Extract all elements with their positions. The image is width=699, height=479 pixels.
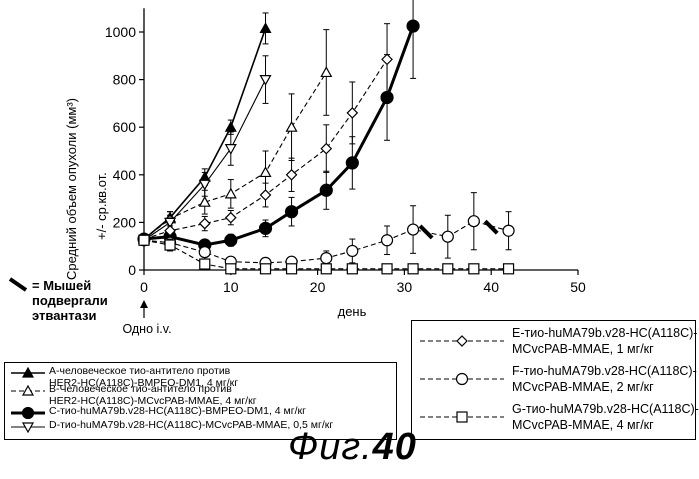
data-point bbox=[226, 145, 236, 154]
legend-right: Е-тио-huMA79b.v28-HC(A118C)-MCvcPAB-MMAE… bbox=[411, 320, 696, 440]
data-point bbox=[504, 264, 514, 274]
data-point bbox=[287, 122, 297, 131]
data-point bbox=[261, 167, 271, 176]
dose-arrow-icon bbox=[140, 300, 148, 318]
euthanasia-mark bbox=[485, 221, 497, 233]
series-b bbox=[139, 30, 331, 244]
data-point bbox=[226, 189, 236, 198]
x-axis-label: день bbox=[338, 304, 367, 319]
y-tick-label: 0 bbox=[128, 262, 136, 278]
data-point bbox=[287, 264, 297, 274]
data-point bbox=[261, 76, 271, 85]
legend-right-label: Е-тио-huMA79b.v28-HC(A118C)-MCvcPAB-MMAE… bbox=[512, 325, 697, 357]
data-point bbox=[443, 264, 453, 274]
x-tick-label: 30 bbox=[397, 279, 413, 295]
legend-marker bbox=[457, 412, 467, 422]
data-point bbox=[407, 20, 419, 32]
euthanasia-marks bbox=[420, 221, 497, 238]
legend-marker bbox=[457, 336, 467, 346]
data-point bbox=[165, 240, 175, 250]
legend-right-line1: F-тио-huMA79b.v28-HC(A118C)- bbox=[512, 363, 697, 379]
legend-right-line2: MCvcPAB-MMAE, 4 мг/кг bbox=[512, 417, 699, 433]
legend-sample-b bbox=[9, 385, 47, 397]
data-point bbox=[347, 245, 358, 256]
data-point bbox=[347, 108, 357, 118]
x-tick-label: 0 bbox=[140, 279, 148, 295]
y-tick-label: 600 bbox=[113, 119, 137, 135]
x-tick-label: 50 bbox=[570, 279, 586, 295]
y-tick-label: 800 bbox=[113, 72, 137, 88]
data-point bbox=[321, 144, 331, 154]
legend-right-line2: MCvcPAB-MMAE, 1 мг/кг bbox=[512, 341, 697, 357]
legend-sample-f bbox=[418, 372, 506, 386]
data-point bbox=[408, 264, 418, 274]
legend-right-label: F-тио-huMA79b.v28-HC(A118C)-MCvcPAB-MMAE… bbox=[512, 363, 697, 395]
data-point bbox=[200, 197, 210, 206]
data-point bbox=[226, 264, 236, 274]
data-point bbox=[442, 231, 453, 242]
data-point bbox=[469, 264, 479, 274]
data-point bbox=[468, 216, 479, 227]
legend-right-line2: MCvcPAB-MMAE, 2 мг/кг bbox=[512, 379, 697, 395]
data-point bbox=[225, 234, 237, 246]
data-point bbox=[200, 259, 210, 269]
data-point bbox=[200, 219, 210, 229]
data-point bbox=[408, 224, 419, 235]
figure-caption: Фиг.40 bbox=[288, 426, 417, 469]
euthanasia-legend-icon bbox=[10, 279, 26, 290]
y-axis-label-2: +/- ср.кв.от. bbox=[94, 172, 109, 240]
data-point bbox=[320, 184, 332, 196]
legend-right-line1: G-тио-huMA79b.v28-HC(A118C)- bbox=[512, 401, 699, 417]
legend-sample-d bbox=[9, 421, 47, 433]
data-point bbox=[286, 206, 298, 218]
data-point bbox=[382, 264, 392, 274]
data-point bbox=[382, 235, 393, 246]
legend-sample-g bbox=[418, 410, 506, 424]
figure-caption-prefix: Фиг. bbox=[288, 426, 373, 468]
data-point bbox=[226, 213, 236, 223]
dose-label: Одно i.v. bbox=[122, 322, 171, 336]
data-point bbox=[382, 54, 392, 64]
legend-sample-c bbox=[9, 407, 47, 419]
data-point bbox=[346, 157, 358, 169]
legend-right-line1: Е-тио-huMA79b.v28-HC(A118C)- bbox=[512, 325, 697, 341]
legend-marker bbox=[457, 374, 468, 385]
data-point bbox=[347, 264, 357, 274]
legend-left-label: C-тио-huMA79b.v28-HC(A118C)-BMPEO-DM1, 4… bbox=[49, 405, 306, 417]
data-point bbox=[321, 67, 331, 76]
legend-left-label: В-Человеческое тио-антитело против HER2-… bbox=[49, 383, 257, 407]
x-tick-label: 40 bbox=[483, 279, 499, 295]
y-axis-label: Средний объем опухоли (мм³) bbox=[64, 98, 79, 280]
data-point bbox=[139, 235, 149, 245]
euthanasia-text: = Мышей подвергали этвантази bbox=[32, 278, 111, 323]
y-tick-label: 200 bbox=[113, 214, 137, 230]
chart-series bbox=[138, 0, 514, 274]
data-point bbox=[261, 23, 271, 32]
data-point bbox=[226, 122, 236, 131]
y-tick-label: 400 bbox=[113, 167, 137, 183]
data-point bbox=[503, 225, 514, 236]
data-point bbox=[199, 247, 210, 258]
data-point bbox=[260, 222, 272, 234]
data-point bbox=[321, 264, 331, 274]
legend-marker bbox=[23, 408, 34, 419]
x-tick-label: 20 bbox=[310, 279, 326, 295]
figure-caption-number: 40 bbox=[373, 426, 417, 468]
chart-axes: 0 200 400 600 800 1000 0 10 20 30 40 50 bbox=[105, 8, 586, 295]
data-point bbox=[261, 190, 271, 200]
y-tick-label: 1000 bbox=[105, 24, 136, 40]
data-point bbox=[321, 253, 332, 264]
euthanasia-mark bbox=[420, 226, 432, 238]
data-point bbox=[261, 264, 271, 274]
x-tick-label: 10 bbox=[223, 279, 239, 295]
legend-sample-e bbox=[418, 334, 506, 348]
series-c bbox=[138, 0, 419, 251]
legend-right-label: G-тио-huMA79b.v28-HC(A118C)-MCvcPAB-MMAE… bbox=[512, 401, 699, 433]
legend-sample-a bbox=[9, 367, 47, 379]
data-point bbox=[287, 170, 297, 180]
